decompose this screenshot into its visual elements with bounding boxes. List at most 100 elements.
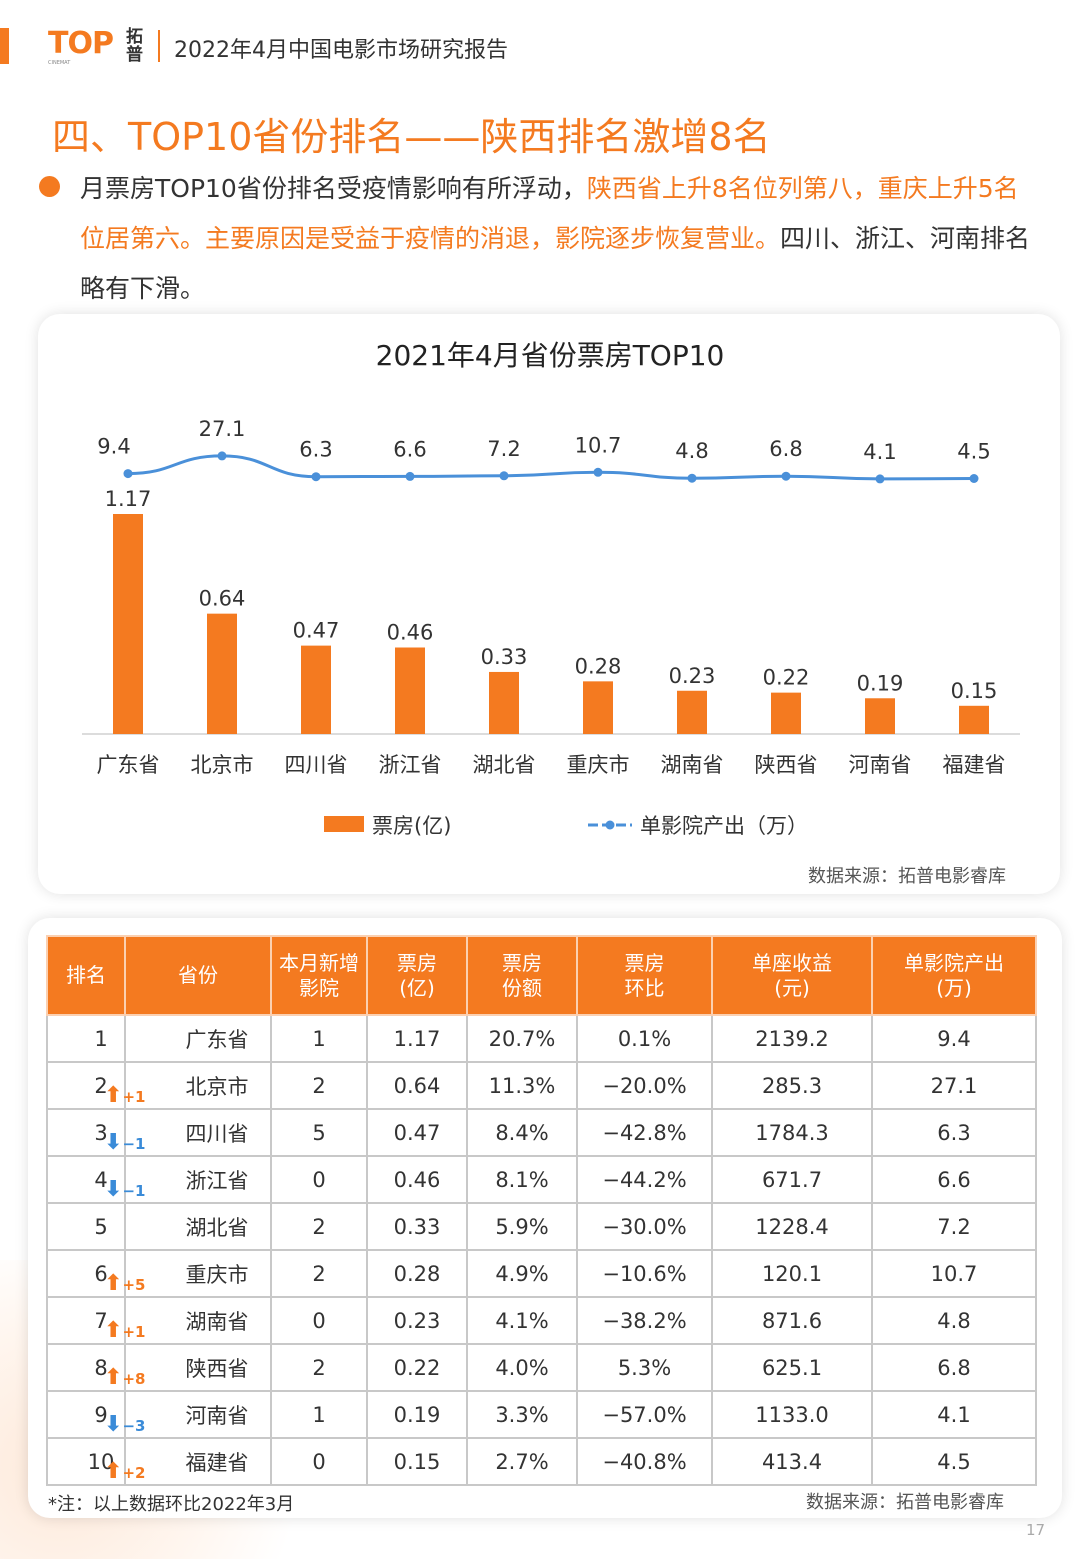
data-cell: 2 [271,1250,367,1297]
category-label-4: 浙江省 [379,753,442,777]
line-label-7: 4.8 [675,439,708,463]
rank-cell: 6 ⬆+5 [47,1250,125,1297]
province-cell: 河南省 [125,1391,271,1438]
bar-label-8: 0.22 [763,666,810,690]
data-cell: 1 [271,1391,367,1438]
bar-label-5: 0.33 [481,645,528,669]
line-point-2 [218,451,227,460]
data-cell: −30.0% [577,1203,712,1250]
data-cell: 0.46 [367,1156,467,1203]
data-cell: 285.3 [712,1062,872,1109]
province-cell: 湖北省 [125,1203,271,1250]
data-cell: 10.7 [872,1250,1036,1297]
bar-5 [489,672,519,734]
bar-label-10: 0.15 [951,679,998,703]
bar-2 [207,614,237,734]
data-cell: −44.2% [577,1156,712,1203]
column-header-6: 票房 环比 [577,936,712,1015]
arrow-up-icon: ⬆ [104,1083,122,1108]
line-label-10: 4.5 [957,440,990,464]
data-cell: 1784.3 [712,1109,872,1156]
data-cell: 2139.2 [712,1015,872,1062]
data-cell: −38.2% [577,1297,712,1344]
data-cell: 6.3 [872,1109,1036,1156]
province-cell: 北京市 [125,1062,271,1109]
province-cell: 陕西省 [125,1344,271,1391]
data-cell: 8.1% [467,1156,577,1203]
data-cell: 0.15 [367,1438,467,1485]
data-cell: 0.28 [367,1250,467,1297]
data-cell: 7.2 [872,1203,1036,1250]
table-row: 6 ⬆+5 重庆市 2 0.28 4.9% −10.6% 120.1 10.7 [47,1250,1036,1297]
data-cell: 4.1% [467,1297,577,1344]
table-header-row: 排名 省份 本月新增 影院 票房 (亿) 票房 份额 票房 环比 单座收益 (元) 单影院产出 (万) [47,936,1036,1015]
data-cell: 6.6 [872,1156,1036,1203]
legend-line-marker [606,821,615,830]
line-point-10 [970,474,979,483]
category-label-5: 湖北省 [473,753,536,777]
arrow-down-icon: ⬇ [104,1177,122,1202]
rank-cell: 8 ⬆+8 [47,1344,125,1391]
province-cell: 广东省 [125,1015,271,1062]
line-label-2: 27.1 [199,417,246,441]
category-label-9: 河南省 [849,753,912,777]
data-cell: 2 [271,1203,367,1250]
data-cell: −40.8% [577,1438,712,1485]
data-cell: 0.33 [367,1203,467,1250]
data-cell: 1228.4 [712,1203,872,1250]
legend-line-label: 单影院产出（万） [640,814,808,838]
data-cell: 1 [271,1015,367,1062]
column-header-5: 票房 份额 [467,936,577,1015]
table-row: 2 ⬆+1 北京市 2 0.64 11.3% −20.0% 285.3 27.1 [47,1062,1036,1109]
data-cell: 413.4 [712,1438,872,1485]
data-cell: 2 [271,1344,367,1391]
column-header-7: 单座收益 (元) [712,936,872,1015]
table-row: 1 广东省 1 1.17 20.7% 0.1% 2139.2 9.4 [47,1015,1036,1062]
rank-cell: 5 [47,1203,125,1250]
data-cell: −42.8% [577,1109,712,1156]
data-cell: 20.7% [467,1015,577,1062]
bar-label-4: 0.46 [387,621,434,645]
data-cell: 0.23 [367,1297,467,1344]
line-label-1: 9.4 [97,435,130,459]
line-point-8 [782,472,791,481]
data-cell: 5.9% [467,1203,577,1250]
data-cell: 11.3% [467,1062,577,1109]
column-header-1: 排名 [47,936,125,1015]
page-number: 17 [1026,1521,1045,1539]
data-cell: 2.7% [467,1438,577,1485]
chart-source: 数据来源：拓普电影睿库 [808,862,1006,888]
bar-label-3: 0.47 [293,619,340,643]
bar-6 [583,681,613,734]
column-header-8: 单影院产出 (万) [872,936,1036,1015]
data-cell: 871.6 [712,1297,872,1344]
box-office-chart: 1.17 广东省 0.64 北京市 0.47 四川省 0.46 浙江省 0.33 湖北省 0.28 重… [0,0,1080,900]
ranking-table: 排名 省份 本月新增 影院 票房 (亿) 票房 份额 票房 环比 单座收益 (元) 单影院产出 (万) 1… [46,935,1037,1486]
line-label-8: 6.8 [769,437,802,461]
line-label-3: 6.3 [299,438,332,462]
bar-label-6: 0.28 [575,654,622,678]
province-cell: 湖南省 [125,1297,271,1344]
table-source: 数据来源：拓普电影睿库 [806,1488,1004,1514]
line-point-9 [876,474,885,483]
rank-number: 1 [94,1027,107,1051]
bar-4 [395,648,425,734]
category-label-7: 湖南省 [661,753,724,777]
table-row: 8 ⬆+8 陕西省 2 0.22 4.0% 5.3% 625.1 6.8 [47,1344,1036,1391]
data-cell: 1133.0 [712,1391,872,1438]
data-cell: 0.47 [367,1109,467,1156]
line-point-5 [500,471,509,480]
rank-cell: 3 ⬇−1 [47,1109,125,1156]
rank-cell: 7 ⬆+1 [47,1297,125,1344]
data-cell: 2 [271,1062,367,1109]
rank-cell: 4 ⬇−1 [47,1156,125,1203]
arrow-up-icon: ⬆ [104,1318,122,1343]
data-cell: 4.8 [872,1297,1036,1344]
data-cell: −10.6% [577,1250,712,1297]
rank-cell: 2 ⬆+1 [47,1062,125,1109]
line-point-4 [406,472,415,481]
province-cell: 浙江省 [125,1156,271,1203]
bar-label-1: 1.17 [105,487,152,511]
data-cell: 0.1% [577,1015,712,1062]
table-row: 4 ⬇−1 浙江省 0 0.46 8.1% −44.2% 671.7 6.6 [47,1156,1036,1203]
